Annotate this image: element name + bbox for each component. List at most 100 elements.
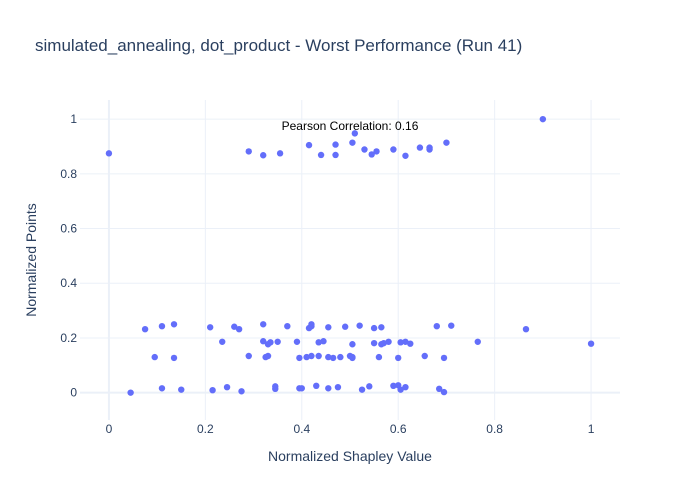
data-point bbox=[349, 139, 356, 146]
y-tick-label: 0 bbox=[70, 386, 77, 400]
data-point bbox=[474, 338, 481, 345]
x-tick-label: 0 bbox=[106, 422, 113, 436]
data-point bbox=[368, 151, 375, 158]
x-tick-label: 1 bbox=[588, 422, 595, 436]
chart-title: simulated_annealing, dot_product - Worst… bbox=[35, 36, 522, 55]
data-point bbox=[308, 322, 315, 330]
data-point bbox=[443, 139, 450, 146]
data-point bbox=[349, 354, 356, 362]
y-tick-label: 0.4 bbox=[60, 276, 77, 290]
data-point bbox=[433, 322, 440, 330]
data-point bbox=[209, 386, 216, 394]
data-point bbox=[448, 322, 455, 329]
data-point bbox=[260, 152, 267, 159]
data-point bbox=[370, 339, 378, 347]
points-layer bbox=[105, 115, 595, 396]
data-point bbox=[315, 339, 322, 346]
data-point bbox=[440, 354, 448, 362]
data-point bbox=[402, 338, 409, 345]
data-point bbox=[317, 151, 325, 159]
data-point bbox=[332, 151, 339, 159]
data-point bbox=[334, 383, 342, 391]
y-tick-label: 0.8 bbox=[60, 167, 77, 181]
data-point bbox=[235, 325, 243, 333]
data-point bbox=[178, 386, 185, 393]
data-point bbox=[308, 352, 315, 360]
x-tick-label: 0.6 bbox=[390, 422, 407, 436]
y-tick-label: 0.2 bbox=[60, 331, 77, 345]
data-point bbox=[539, 115, 547, 123]
data-point bbox=[358, 386, 366, 393]
data-point bbox=[298, 385, 305, 392]
data-point bbox=[395, 354, 402, 362]
data-point bbox=[274, 338, 281, 345]
data-point bbox=[421, 352, 428, 360]
data-point bbox=[385, 338, 392, 345]
data-point bbox=[267, 339, 274, 346]
data-point bbox=[151, 353, 158, 361]
data-point bbox=[397, 386, 404, 393]
y-tick-label: 1 bbox=[70, 112, 77, 126]
data-point bbox=[341, 323, 349, 330]
data-point bbox=[264, 352, 272, 360]
data-point bbox=[313, 382, 320, 390]
data-point bbox=[260, 338, 267, 345]
data-point bbox=[356, 322, 363, 329]
data-point bbox=[349, 341, 356, 348]
data-point bbox=[320, 338, 327, 345]
data-point bbox=[170, 321, 178, 328]
data-point bbox=[390, 146, 397, 153]
data-point bbox=[158, 322, 166, 330]
pearson-annotation: Pearson Correlation: 0.16 bbox=[282, 119, 419, 133]
data-point bbox=[284, 322, 291, 330]
data-point bbox=[380, 339, 387, 347]
data-point bbox=[370, 324, 378, 332]
data-point bbox=[238, 388, 245, 395]
data-point bbox=[373, 148, 380, 155]
data-point bbox=[390, 382, 397, 390]
data-point bbox=[351, 130, 359, 137]
x-tick-label: 0.2 bbox=[197, 422, 214, 436]
data-point bbox=[522, 325, 530, 333]
data-point bbox=[141, 325, 149, 333]
x-tick-label: 0.8 bbox=[486, 422, 503, 436]
data-point bbox=[293, 338, 301, 345]
data-point bbox=[329, 354, 337, 362]
data-point bbox=[219, 338, 226, 345]
data-point bbox=[361, 146, 368, 153]
data-point bbox=[296, 354, 303, 362]
grid-layer bbox=[80, 100, 620, 420]
data-point bbox=[303, 353, 310, 361]
data-point bbox=[587, 340, 595, 347]
data-point bbox=[158, 385, 166, 392]
data-point bbox=[315, 352, 322, 360]
data-point bbox=[325, 324, 332, 331]
data-point bbox=[325, 353, 332, 361]
data-point bbox=[366, 383, 373, 390]
data-point bbox=[407, 340, 414, 347]
data-point bbox=[305, 141, 313, 149]
data-point bbox=[245, 148, 252, 155]
data-point bbox=[170, 354, 178, 362]
data-point bbox=[260, 321, 267, 328]
data-point bbox=[245, 352, 252, 360]
data-point bbox=[378, 324, 385, 331]
data-point bbox=[127, 389, 134, 396]
data-point bbox=[416, 144, 424, 151]
data-point bbox=[426, 144, 433, 151]
y-axis-title: Normalized Points bbox=[23, 203, 39, 317]
data-point bbox=[276, 150, 284, 157]
data-point bbox=[435, 385, 443, 393]
data-point bbox=[223, 383, 231, 391]
data-point bbox=[375, 353, 383, 361]
data-point bbox=[397, 339, 404, 346]
data-point bbox=[402, 152, 409, 159]
data-point bbox=[337, 353, 344, 361]
x-axis-title: Normalized Shapley Value bbox=[268, 448, 432, 464]
data-point bbox=[231, 323, 238, 330]
data-point bbox=[325, 385, 332, 392]
data-point bbox=[272, 385, 279, 393]
y-tick-label: 0.6 bbox=[60, 222, 77, 236]
